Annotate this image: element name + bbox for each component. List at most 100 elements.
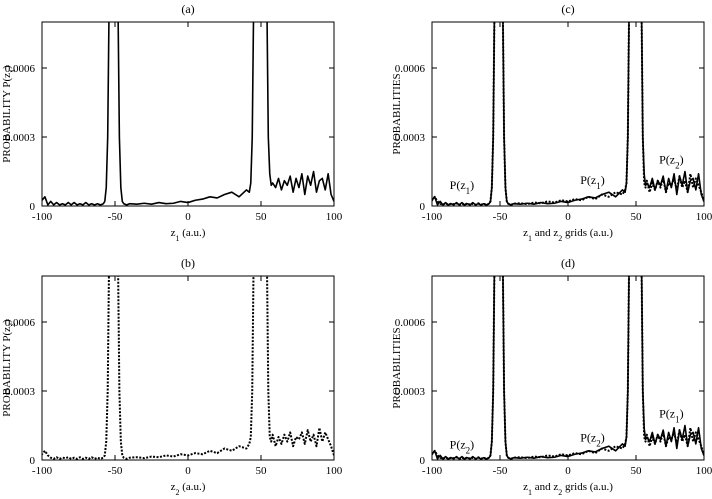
label-part: P(z — [580, 431, 596, 445]
label-part: ) — [1, 65, 13, 69]
series-line-solid — [42, 22, 334, 206]
panel-title: (a) — [181, 2, 194, 16]
label-part: z — [523, 481, 528, 493]
label-part: P(z — [580, 173, 596, 187]
subscript: 2 — [558, 234, 562, 243]
x-tick-label: -50 — [108, 465, 123, 477]
x-tick-label: 100 — [326, 465, 343, 477]
y-axis-label: PROBABILITIES — [391, 327, 403, 408]
label-part: and z — [532, 227, 558, 239]
label-part: PROBABILITIES — [391, 327, 403, 408]
label-part: P(z — [450, 438, 466, 452]
label-part: P(z — [450, 178, 466, 192]
label-part: ) — [1, 319, 13, 323]
x-tick-label: 0 — [185, 465, 191, 477]
x-axis-label: z1 and z2 grids (a.u.) — [523, 481, 613, 497]
subscript: 1 — [8, 69, 17, 73]
subscript: 1 — [675, 414, 680, 424]
x-tick-label: 100 — [696, 465, 712, 477]
subscript: 1 — [466, 186, 471, 196]
subscript: 2 — [466, 446, 471, 456]
label-part: z — [171, 227, 176, 239]
label-part: ) — [680, 152, 684, 166]
label-part: PROBABILITY P(z — [1, 327, 13, 417]
x-axis-label: z2 (a.u.) — [171, 481, 206, 497]
label-part: ) — [601, 431, 605, 445]
y-tick-label: 0 — [420, 455, 426, 467]
subscript: 1 — [596, 181, 601, 191]
subscript: 2 — [175, 488, 179, 497]
y-tick-label: 0.0003 — [5, 386, 36, 398]
label-part: ) — [601, 173, 605, 187]
x-tick-label: 50 — [256, 211, 268, 223]
subscript: 1 — [528, 234, 532, 243]
label-part: z — [523, 227, 528, 239]
label-part: PROBABILITIES — [391, 73, 403, 154]
x-axis-label: z1 (a.u.) — [171, 227, 206, 243]
x-tick-label: 0 — [565, 465, 571, 477]
y-tick-label: 0 — [420, 201, 426, 213]
x-tick-label: 0 — [185, 211, 191, 223]
series-annotation: P(z1) — [580, 173, 605, 191]
label-part: ) — [470, 178, 474, 192]
x-tick-label: -100 — [422, 211, 443, 223]
y-tick-label: 0 — [30, 455, 36, 467]
series-line-solid — [432, 276, 704, 460]
subscript: 2 — [8, 323, 17, 327]
y-tick-label: 0.0003 — [395, 386, 426, 398]
panel-title: (d) — [561, 256, 575, 270]
panel-title: (c) — [561, 2, 574, 16]
panel-title: (b) — [181, 256, 195, 270]
series-line-solid — [432, 22, 704, 206]
series-annotation: P(z1) — [450, 178, 475, 196]
x-tick-label: -100 — [32, 211, 53, 223]
series-annotation: P(z2) — [659, 152, 684, 170]
x-tick-label: -50 — [493, 465, 508, 477]
series-line-dotted — [42, 276, 334, 460]
x-axis-label: z1 and z2 grids (a.u.) — [523, 227, 613, 243]
y-tick-label: 0 — [30, 201, 36, 213]
label-part: ) — [680, 406, 684, 420]
y-axis-label: PROBABILITIES — [391, 73, 403, 154]
x-tick-label: 50 — [631, 211, 643, 223]
x-tick-label: -100 — [422, 465, 443, 477]
y-tick-label: 0.0006 — [395, 317, 426, 329]
x-tick-label: 50 — [631, 465, 643, 477]
subscript: 1 — [528, 488, 532, 497]
label-part: (a.u.) — [179, 481, 205, 493]
x-tick-label: -100 — [32, 465, 53, 477]
x-tick-label: 100 — [326, 211, 343, 223]
label-part: and z — [532, 481, 558, 493]
series-annotation: P(z2) — [580, 431, 605, 449]
series-line-dotted — [432, 276, 704, 460]
y-tick-label: 0.0006 — [5, 63, 36, 75]
x-tick-label: -50 — [493, 211, 508, 223]
subscript: 2 — [675, 160, 680, 170]
label-part: PROBABILITY P(z — [1, 73, 13, 163]
y-axis-label: PROBABILITY P(z2) — [1, 319, 17, 417]
y-axis-label: PROBABILITY P(z1) — [1, 65, 17, 163]
label-part: ) — [470, 438, 474, 452]
y-tick-label: 0.0006 — [395, 63, 426, 75]
series-line-dotted — [432, 22, 704, 206]
x-tick-label: 0 — [565, 211, 571, 223]
label-part: (a.u.) — [179, 227, 205, 239]
subscript: 2 — [558, 488, 562, 497]
label-part: z — [171, 481, 176, 493]
subscript: 1 — [175, 234, 179, 243]
x-tick-label: -50 — [108, 211, 123, 223]
label-part: grids (a.u.) — [562, 481, 613, 493]
x-tick-label: 100 — [696, 211, 712, 223]
y-tick-label: 0.0006 — [5, 317, 36, 329]
y-tick-label: 0.0003 — [5, 132, 36, 144]
x-tick-label: 50 — [256, 465, 268, 477]
label-part: P(z — [659, 152, 675, 166]
label-part: grids (a.u.) — [562, 227, 613, 239]
series-annotation: P(z2) — [450, 438, 475, 456]
series-annotation: P(z1) — [659, 406, 684, 424]
